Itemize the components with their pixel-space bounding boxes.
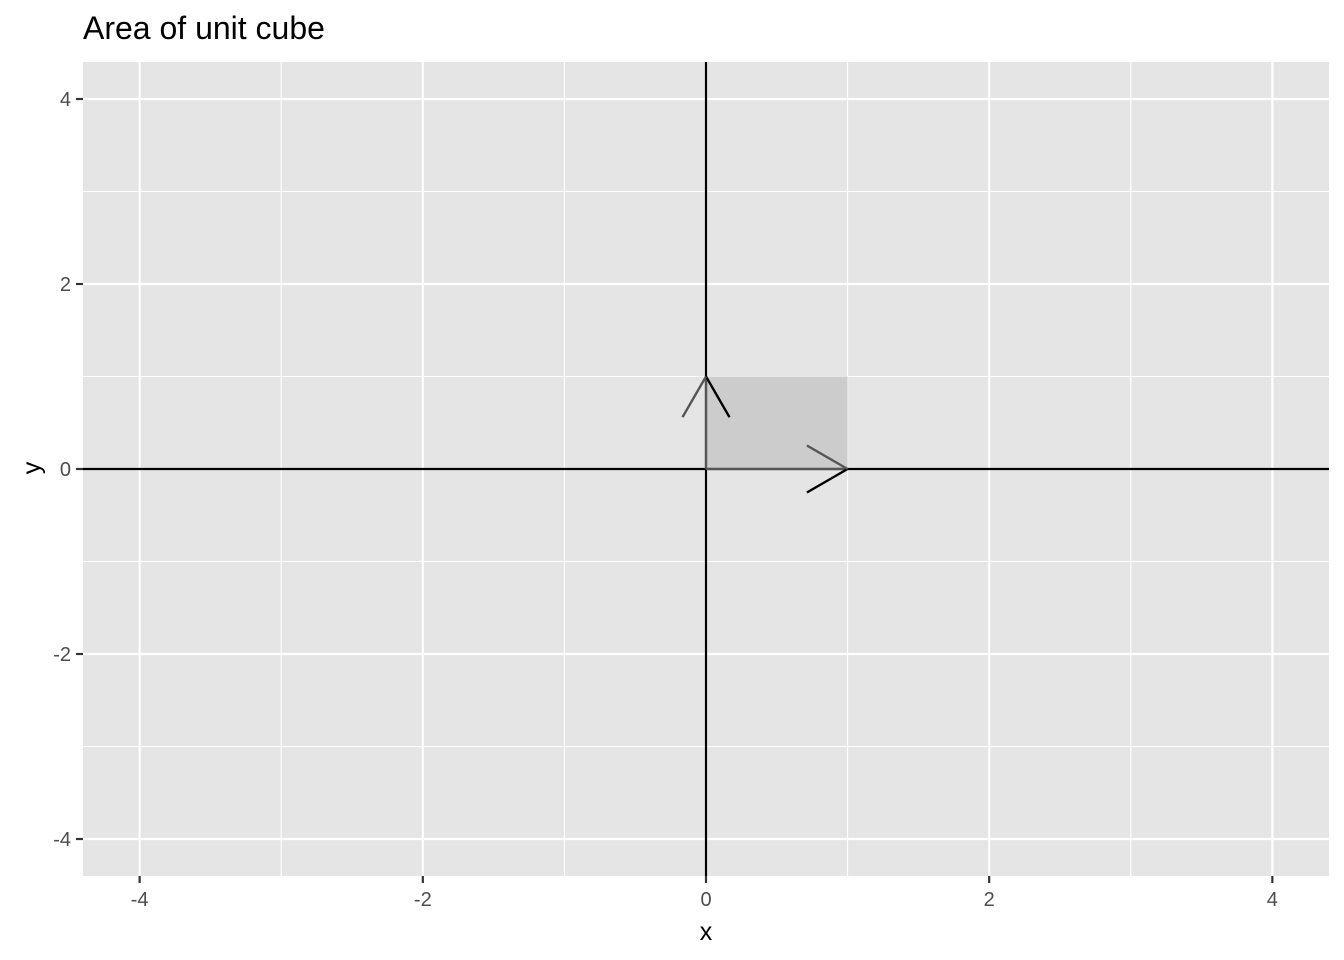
y-axis-title: y [18, 461, 46, 474]
shaded-region [706, 376, 848, 469]
vector-arrowhead-2-1 [704, 375, 731, 418]
vector-arrowhead-2-2 [681, 375, 708, 418]
y-tick-label: 4 [60, 89, 71, 111]
vector-arrowhead-1-2 [806, 444, 849, 471]
chart-title: Area of unit cube [83, 10, 325, 46]
x-tick-label: 0 [700, 889, 711, 911]
vector-arrowhead-1-1 [806, 467, 849, 494]
y-tick-label: -2 [53, 644, 71, 666]
x-tick-label: 2 [984, 889, 995, 911]
y-tick-label: 0 [60, 459, 71, 481]
vectors [681, 375, 849, 494]
x-axis: -4 -2 0 2 4 [131, 876, 1278, 911]
x-tick-label: 4 [1267, 889, 1278, 911]
y-tick-label: -4 [53, 829, 71, 851]
x-axis-title: x [700, 918, 713, 946]
shaded-region-layer [706, 376, 848, 469]
y-tick-label: 2 [60, 274, 71, 296]
x-tick-label: -2 [414, 889, 432, 911]
y-axis: -4 -2 0 2 4 [53, 89, 83, 851]
x-tick-label: -4 [131, 889, 149, 911]
